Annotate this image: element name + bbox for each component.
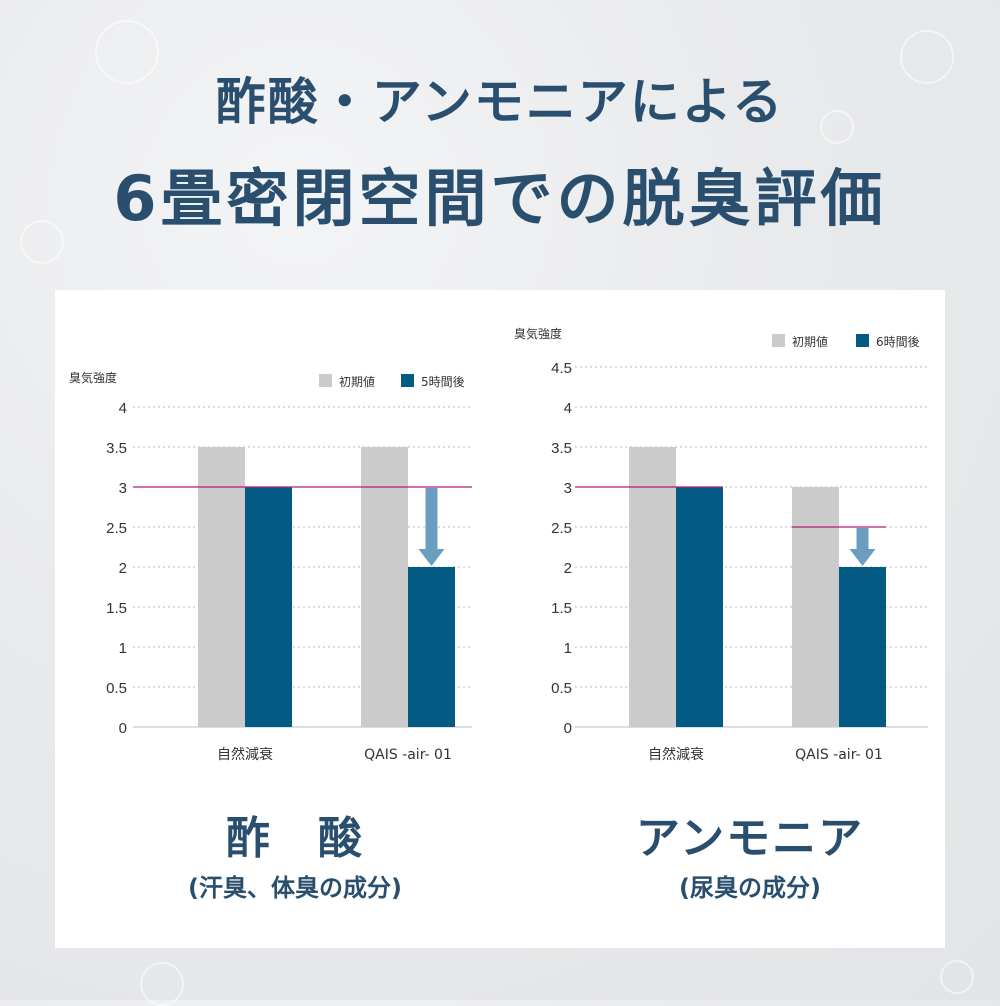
bar-after <box>839 567 886 727</box>
acetic-acid-subcaption: (汗臭、体臭の成分) <box>188 874 402 902</box>
ammonia-caption: アンモニア <box>635 813 865 864</box>
bar-after <box>408 567 455 727</box>
bg-bubble <box>820 110 854 144</box>
y-tick-label: 3 <box>119 480 127 497</box>
y-tick-label: 0 <box>564 720 572 737</box>
x-category-label: QAIS -air- 01 <box>795 747 883 763</box>
bar-initial <box>361 447 408 727</box>
legend-label: 初期値 <box>792 334 828 349</box>
legend-swatch <box>856 334 869 347</box>
x-category-label: 自然減衰 <box>217 746 273 763</box>
bg-bubble <box>140 962 184 1006</box>
reduction-arrow-head <box>849 549 876 566</box>
chart-card: 0 0.5 1 1.5 2 2.5 3 3.5 4 臭気強度 初期値 5時間後 自然減衰 QAIS -ai… <box>55 290 945 948</box>
x-category-label: QAIS -air- 01 <box>364 747 452 763</box>
y-tick-label: 4.5 <box>551 360 572 377</box>
reduction-arrow-shaft <box>425 488 438 549</box>
y-tick-label: 2 <box>564 560 572 577</box>
y-tick-label: 0.5 <box>106 680 127 697</box>
ammonia-subcaption: (尿臭の成分) <box>679 874 821 902</box>
bar-initial <box>792 487 839 727</box>
page-title-line2: 6畳密閉空間での脱臭評価 <box>113 162 887 235</box>
reduction-arrow-shaft <box>856 528 869 549</box>
y-tick-label: 3.5 <box>551 440 572 457</box>
page-title-line1: 酢酸・アンモニアによる <box>215 73 785 131</box>
y-tick-label: 3 <box>564 480 572 497</box>
legend-label: 6時間後 <box>876 335 920 349</box>
y-tick-label: 4 <box>564 400 572 417</box>
y-tick-label: 4 <box>119 400 127 417</box>
y-tick-label: 2 <box>119 560 127 577</box>
x-category-label: 自然減衰 <box>648 746 704 763</box>
bg-bubble <box>95 20 159 84</box>
y-axis-label: 臭気強度 <box>514 326 562 341</box>
reduction-arrow-head <box>418 549 445 566</box>
legend-swatch <box>772 334 785 347</box>
bar-after <box>676 487 723 727</box>
y-tick-label: 0.5 <box>551 680 572 697</box>
legend-swatch <box>401 374 414 387</box>
legend-label: 5時間後 <box>421 375 465 389</box>
y-tick-label: 2.5 <box>106 520 127 537</box>
y-tick-label: 3.5 <box>106 440 127 457</box>
y-tick-label: 1.5 <box>551 600 572 617</box>
legend-label: 初期値 <box>339 374 375 389</box>
y-tick-label: 1 <box>564 640 572 657</box>
acetic-acid-caption: 酢 酸 <box>226 813 364 864</box>
bar-initial <box>198 447 245 727</box>
bar-initial <box>629 447 676 727</box>
bar-after <box>245 487 292 727</box>
bg-bubble <box>940 960 974 994</box>
bg-bubble <box>900 30 954 84</box>
y-tick-label: 2.5 <box>551 520 572 537</box>
y-tick-label: 1 <box>119 640 127 657</box>
y-axis-label: 臭気強度 <box>69 370 117 385</box>
y-tick-label: 1.5 <box>106 600 127 617</box>
bg-bubble <box>20 220 64 264</box>
legend-swatch <box>319 374 332 387</box>
y-tick-label: 0 <box>119 720 127 737</box>
